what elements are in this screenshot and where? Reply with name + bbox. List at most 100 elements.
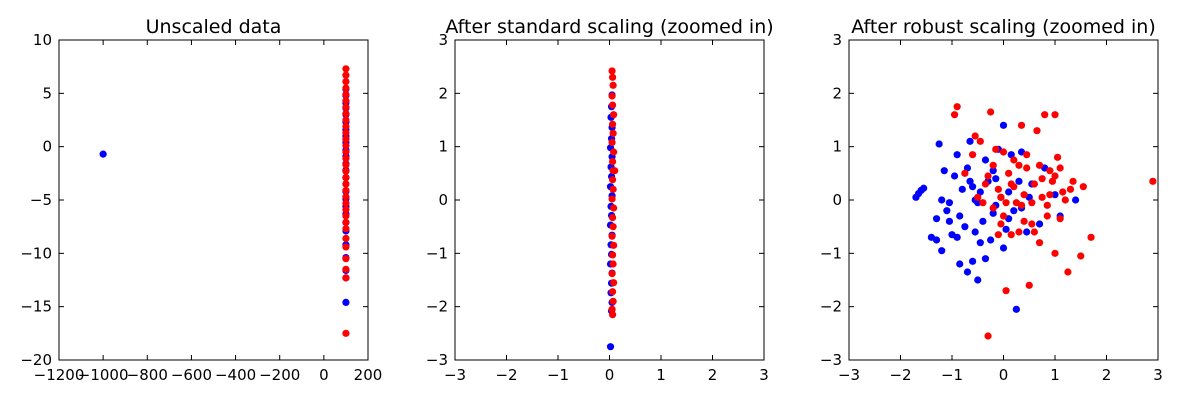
x-tick-label: 0 xyxy=(319,366,329,384)
red-data-point xyxy=(1056,215,1064,223)
red-data-point xyxy=(342,161,350,169)
red-data-point xyxy=(981,180,990,188)
red-data-point xyxy=(342,243,350,251)
red-data-point xyxy=(608,232,616,240)
y-tick-label: 10 xyxy=(33,31,52,49)
red-data-point xyxy=(342,129,350,137)
red-data-point xyxy=(610,204,618,212)
x-tick-label: 1 xyxy=(1050,366,1060,384)
x-tick-label: 3 xyxy=(1153,366,1163,384)
data-points xyxy=(606,67,619,351)
red-data-point xyxy=(608,176,617,184)
red-data-point xyxy=(999,212,1008,220)
blue-data-point xyxy=(1012,305,1020,313)
red-data-point xyxy=(1015,228,1023,236)
x-tick-label: −3 xyxy=(838,366,860,384)
red-data-point xyxy=(961,169,969,177)
red-data-point xyxy=(608,270,616,278)
red-data-point xyxy=(1017,201,1026,209)
red-data-point xyxy=(1007,231,1015,239)
blue-data-point xyxy=(981,156,990,164)
red-data-point xyxy=(608,158,617,166)
blue-data-point xyxy=(963,268,972,276)
y-tick-label: 2 xyxy=(832,84,842,102)
red-data-point xyxy=(1041,111,1049,119)
red-data-point xyxy=(342,154,350,162)
blue-data-point xyxy=(974,276,982,284)
blue-data-point xyxy=(987,236,995,244)
red-data-point xyxy=(609,129,617,137)
red-data-point xyxy=(1043,212,1051,220)
red-data-point xyxy=(1038,193,1046,201)
y-tick-label: −10 xyxy=(20,244,52,262)
x-tick-label: 1 xyxy=(656,366,666,384)
blue-data-point xyxy=(932,236,941,244)
red-data-point xyxy=(342,274,350,282)
blue-data-point xyxy=(981,255,990,263)
red-data-point xyxy=(1035,239,1044,247)
red-data-point xyxy=(342,180,350,188)
red-data-point xyxy=(1017,121,1026,129)
blue-data-point xyxy=(1005,188,1013,196)
blue-data-point xyxy=(971,228,979,236)
red-data-point xyxy=(608,288,617,296)
red-data-point xyxy=(342,167,350,175)
red-data-point xyxy=(950,111,959,119)
red-data-point xyxy=(342,174,350,182)
blue-data-point xyxy=(999,244,1008,252)
red-data-point xyxy=(1053,153,1062,161)
red-data-point xyxy=(342,225,350,233)
blue-data-point xyxy=(1072,196,1080,204)
red-data-point xyxy=(342,71,350,79)
blue-data-point xyxy=(945,199,954,207)
blue-data-point xyxy=(1023,228,1031,236)
chart-title: After robust scaling (zoomed in) xyxy=(851,16,1156,38)
y-tick-label: 0 xyxy=(832,191,842,209)
blue-data-point xyxy=(979,217,987,225)
red-data-point xyxy=(608,214,617,222)
blue-data-point xyxy=(969,183,977,191)
blue-data-point xyxy=(1002,225,1010,233)
red-data-point xyxy=(1028,220,1036,228)
y-tick-label: 3 xyxy=(832,31,842,49)
red-data-point xyxy=(1002,199,1010,207)
red-data-point xyxy=(342,142,350,150)
blue-data-point xyxy=(958,185,966,193)
red-data-point xyxy=(342,206,350,214)
red-data-point xyxy=(608,195,616,203)
red-data-point xyxy=(999,148,1008,156)
red-data-point xyxy=(609,297,617,305)
red-data-point xyxy=(1046,167,1054,175)
blue-data-point xyxy=(961,223,969,231)
plot-frame xyxy=(58,39,369,361)
blue-data-point xyxy=(966,177,974,185)
red-data-point xyxy=(608,101,617,109)
red-data-point xyxy=(997,193,1005,201)
x-tick-label: 200 xyxy=(354,366,383,384)
red-data-point xyxy=(342,218,350,226)
red-data-point xyxy=(979,199,987,207)
red-data-point xyxy=(610,279,618,287)
y-tick-label: −3 xyxy=(426,351,448,369)
red-data-point xyxy=(969,151,977,159)
red-data-point xyxy=(1051,111,1059,119)
red-data-point xyxy=(1059,188,1067,196)
x-tick-label: −400 xyxy=(215,366,256,384)
red-data-point xyxy=(974,193,982,201)
x-tick-label: 0 xyxy=(999,366,1009,384)
red-data-point xyxy=(610,111,618,119)
blue-data-point xyxy=(1007,151,1015,159)
y-tick-label: 5 xyxy=(42,84,52,102)
red-data-point xyxy=(1056,164,1064,172)
red-data-point xyxy=(1046,191,1054,199)
blue-data-point xyxy=(953,233,961,241)
red-data-point xyxy=(997,220,1005,228)
blue-data-point xyxy=(963,164,972,172)
red-data-point xyxy=(1023,164,1031,172)
x-tick-label: −1000 xyxy=(78,366,129,384)
red-data-point xyxy=(989,204,997,212)
red-data-point xyxy=(342,103,350,111)
y-tick-label: 1 xyxy=(832,138,842,156)
red-data-point xyxy=(1066,185,1075,193)
